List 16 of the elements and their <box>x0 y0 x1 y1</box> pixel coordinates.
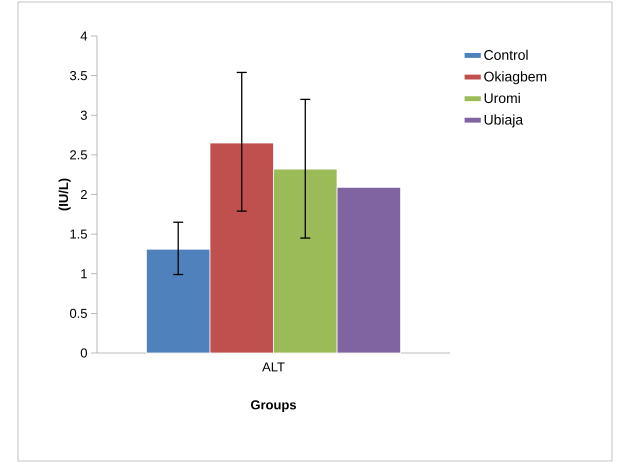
y-tick-label: 3 <box>80 110 87 120</box>
y-tick-label: 1.5 <box>70 230 87 239</box>
y-tick-label: 0.5 <box>70 308 87 318</box>
y-tick-label: 0 <box>80 348 87 358</box>
y-axis-title: (IU/L) <box>58 178 71 210</box>
x-tick-label: ALT <box>262 362 285 372</box>
y-tick-label: 1 <box>81 269 87 278</box>
y-tick-label: 2.5 <box>70 150 87 160</box>
y-tick-label: 2 <box>80 190 87 200</box>
y-tick-label: 3.5 <box>70 71 87 80</box>
legend-label: Uromi <box>484 92 520 104</box>
legend-label: Okiagbem <box>484 71 546 84</box>
legend-label: Control <box>484 50 528 60</box>
y-tick-label: 4 <box>80 32 88 40</box>
legend-label: Ubiaja <box>484 114 524 128</box>
x-axis-title: Groups <box>251 400 296 412</box>
